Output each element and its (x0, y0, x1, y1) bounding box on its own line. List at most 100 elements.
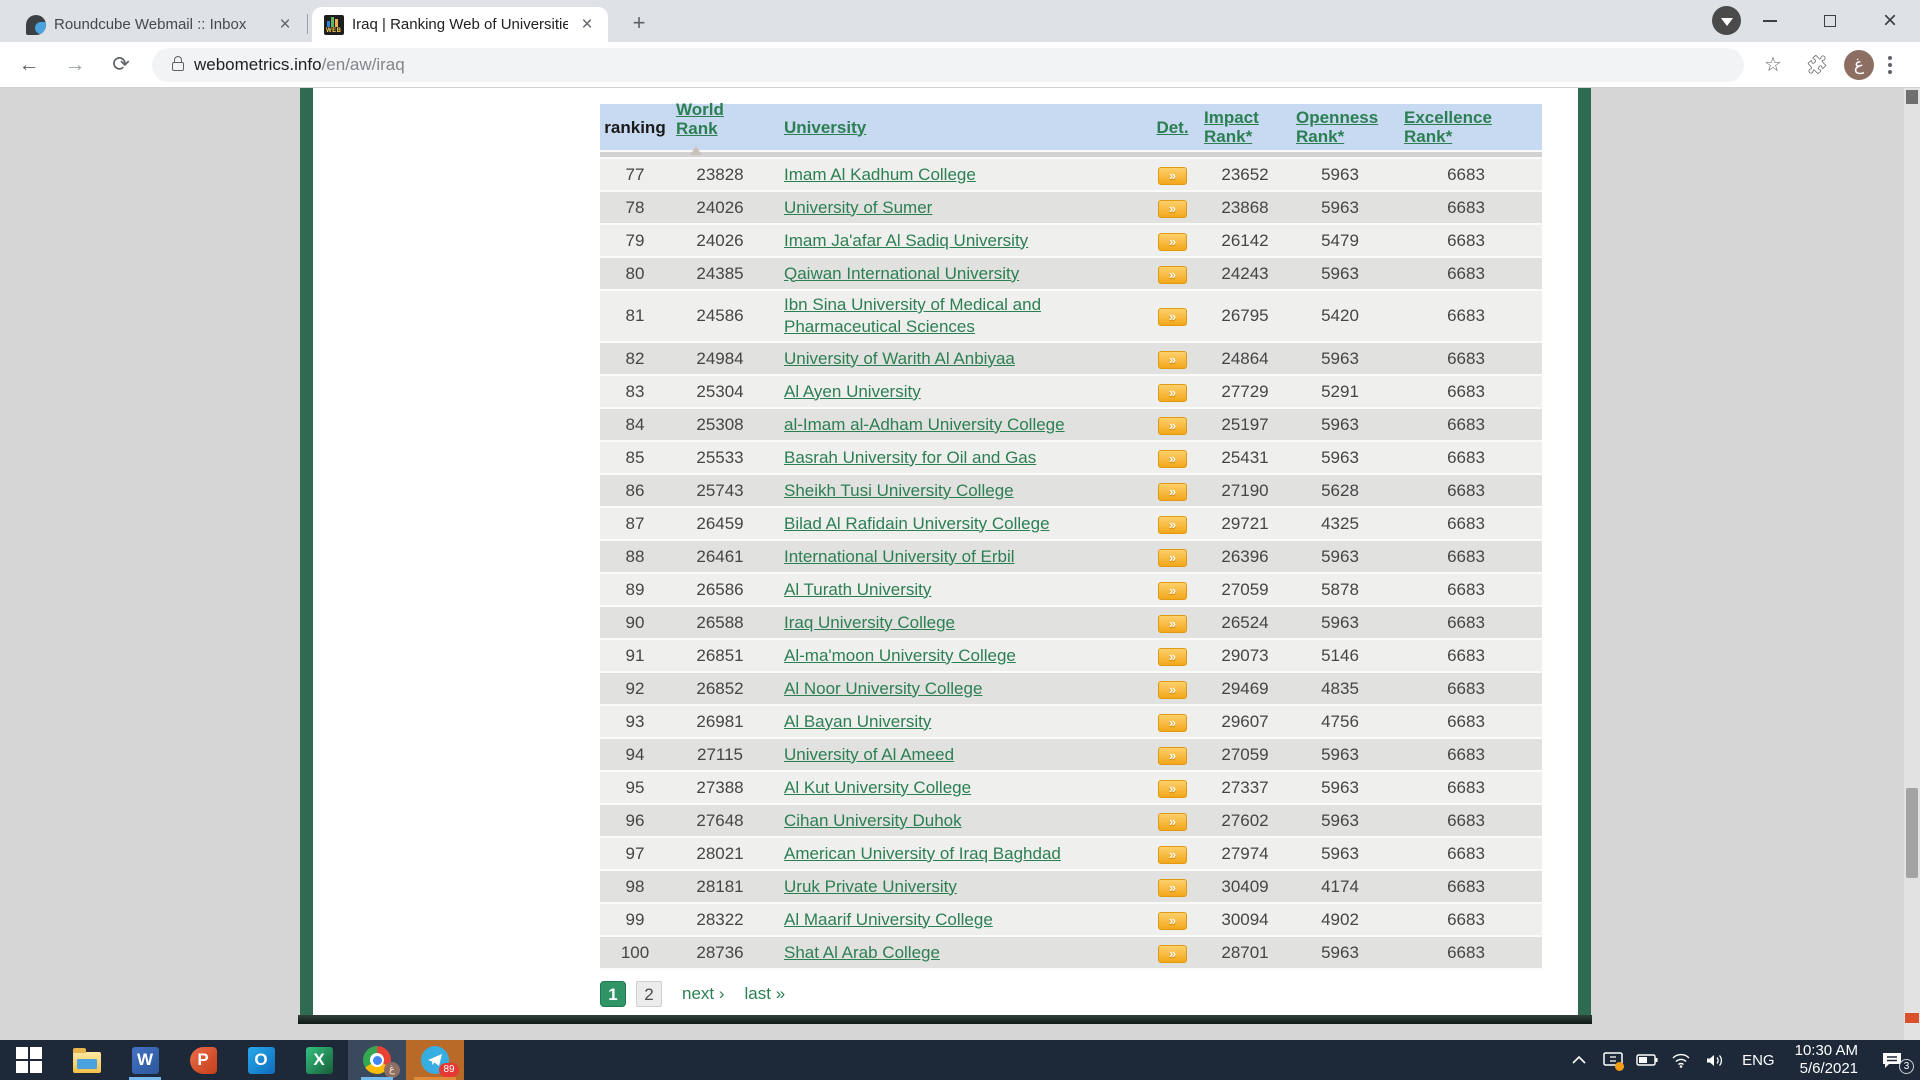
university-link[interactable]: Ibn Sina University of Medical and Pharm… (784, 295, 1042, 336)
page-1-current[interactable]: 1 (600, 981, 626, 1007)
details-badge[interactable]: » (1158, 383, 1187, 402)
university-link[interactable]: Sheikh Tusi University College (784, 480, 1014, 500)
university-link[interactable]: Imam Ja'afar Al Sadiq University (784, 230, 1029, 250)
university-link[interactable]: Al Turath University (784, 579, 932, 599)
details-badge[interactable]: » (1158, 449, 1187, 468)
language-indicator[interactable]: ENG (1742, 1051, 1775, 1069)
details-badge[interactable]: » (1158, 680, 1187, 699)
university-link[interactable]: University of Sumer (784, 197, 933, 217)
details-badge[interactable]: » (1158, 911, 1187, 930)
details-badge[interactable]: » (1158, 944, 1187, 963)
details-badge[interactable]: » (1158, 779, 1187, 798)
url-text[interactable]: webometrics.info/en/aw/iraq (194, 54, 405, 74)
university-link[interactable]: Shat Al Arab College (784, 942, 940, 962)
https-lock-icon[interactable] (172, 55, 184, 71)
extensions-icon[interactable]: 🧩︎ (1804, 54, 1830, 76)
header-excellence-rank[interactable]: Excellence Rank* (1404, 108, 1492, 146)
details-badge[interactable]: » (1158, 350, 1187, 369)
last-page-link[interactable]: last » (744, 984, 786, 1003)
browser-menu-icon[interactable] (1888, 55, 1892, 74)
university-link[interactable]: Iraq University College (784, 612, 956, 632)
reload-button[interactable]: ⟳ (112, 53, 130, 76)
header-det[interactable]: Det. (1156, 117, 1189, 137)
close-button[interactable]: × (1882, 7, 1897, 34)
university-link[interactable]: International University of Erbil (784, 546, 1015, 566)
university-link[interactable]: University of Warith Al Anbiyaa (784, 348, 1015, 368)
telegram-button[interactable]: 89 (406, 1040, 464, 1080)
back-button[interactable]: ← (18, 52, 40, 76)
tab-menu-button[interactable] (1712, 6, 1741, 35)
page-scrollbar[interactable] (1904, 88, 1920, 1040)
details-badge[interactable]: » (1158, 166, 1187, 185)
university-link[interactable]: American University of Iraq Baghdad (784, 843, 1061, 863)
new-tab-button[interactable]: + (632, 10, 646, 35)
header-impact-rank[interactable]: Impact Rank* (1204, 108, 1259, 146)
tab-roundcube-webmail[interactable]: Roundcube Webmail :: Inbox × (14, 7, 306, 42)
address-bar[interactable]: webometrics.info/en/aw/iraq (152, 47, 1744, 82)
start-button[interactable] (0, 1040, 58, 1080)
outlook-button[interactable]: O (232, 1040, 290, 1080)
details-badge[interactable]: » (1158, 845, 1187, 864)
forward-button[interactable]: → (64, 52, 86, 76)
university-link[interactable]: Basrah University for Oil and Gas (784, 447, 1037, 467)
excel-button[interactable]: X (290, 1040, 348, 1080)
chrome-button[interactable]: غ (348, 1040, 406, 1080)
details-badge[interactable]: » (1158, 548, 1187, 567)
wifi-icon[interactable] (1666, 1040, 1696, 1080)
profile-avatar[interactable]: غ (1844, 49, 1874, 80)
tab-close-icon[interactable]: × (279, 13, 291, 35)
cell-world-rank: 26852 (696, 678, 744, 698)
details-badge[interactable]: » (1158, 232, 1187, 251)
tray-chevron-icon[interactable] (1564, 1040, 1594, 1080)
maximize-button[interactable] (1800, 0, 1860, 42)
windows-taskbar: W P O X غ 89 ENG (0, 1040, 1920, 1080)
university-link[interactable]: Al Maarif University College (784, 909, 993, 929)
display-sync-icon[interactable] (1598, 1040, 1628, 1080)
cell-ranking: 80 (625, 263, 645, 283)
action-center-icon[interactable]: 3 (1870, 1040, 1914, 1080)
university-link[interactable]: Uruk Private University (784, 876, 957, 896)
details-badge[interactable]: » (1158, 482, 1187, 501)
details-badge[interactable]: » (1158, 308, 1187, 326)
bookmark-star-icon[interactable]: ☆ (1764, 54, 1782, 76)
university-link[interactable]: Al-ma'moon University College (784, 645, 1016, 665)
header-openness-rank[interactable]: Openness Rank* (1296, 108, 1379, 146)
university-link[interactable]: al-Imam al-Adham University College (784, 414, 1065, 434)
cell-det: » (1145, 306, 1200, 326)
cell-university: Cihan University Duhok (770, 807, 1145, 835)
details-badge[interactable]: » (1158, 647, 1187, 666)
university-link[interactable]: Imam Al Kadhum College (784, 164, 976, 184)
powerpoint-button[interactable]: P (174, 1040, 232, 1080)
clock[interactable]: 10:30 AM 5/6/2021 (1787, 1042, 1866, 1078)
university-link[interactable]: Qaiwan International University (784, 263, 1020, 283)
university-link[interactable]: Cihan University Duhok (784, 810, 962, 830)
details-badge[interactable]: » (1158, 416, 1187, 435)
details-badge[interactable]: » (1158, 746, 1187, 765)
details-badge[interactable]: » (1158, 614, 1187, 633)
university-link[interactable]: Al Ayen University (784, 381, 921, 401)
university-link[interactable]: Al Noor University College (784, 678, 983, 698)
file-explorer-button[interactable] (58, 1040, 116, 1080)
university-link[interactable]: University of Al Ameed (784, 744, 955, 764)
details-badge[interactable]: » (1158, 812, 1187, 831)
page-2-link[interactable]: 2 (636, 981, 662, 1007)
university-link[interactable]: Al Bayan University (784, 711, 932, 731)
university-link[interactable]: Al Kut University College (784, 777, 972, 797)
speaker-icon[interactable] (1700, 1040, 1730, 1080)
header-university[interactable]: University (784, 117, 867, 137)
details-badge[interactable]: » (1158, 265, 1187, 284)
word-button[interactable]: W (116, 1040, 174, 1080)
details-badge[interactable]: » (1158, 878, 1187, 897)
details-badge[interactable]: » (1158, 581, 1187, 600)
university-link[interactable]: Bilad Al Rafidain University College (784, 513, 1050, 533)
tab-webometrics-iraq[interactable]: WEB Iraq | Ranking Web of Universitie × (312, 7, 608, 42)
scrollbar-thumb[interactable] (1906, 788, 1918, 878)
battery-icon[interactable] (1632, 1040, 1662, 1080)
details-badge[interactable]: » (1158, 713, 1187, 732)
minimize-button[interactable] (1740, 0, 1800, 42)
details-badge[interactable]: » (1158, 515, 1187, 534)
header-world-rank[interactable]: World Rank (670, 100, 770, 155)
details-badge[interactable]: » (1158, 199, 1187, 218)
next-page-link[interactable]: next › (682, 984, 725, 1003)
tab-close-icon[interactable]: × (581, 13, 593, 35)
